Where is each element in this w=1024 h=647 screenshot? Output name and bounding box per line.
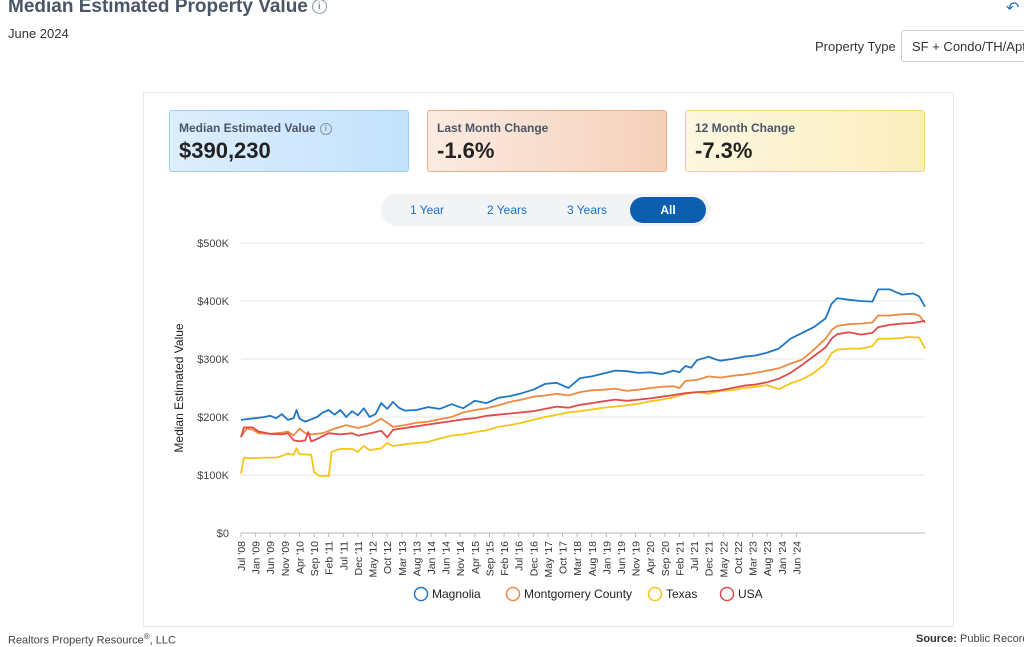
x-tick-label: Mar '13 [397,541,409,576]
legend-label: USA [738,587,763,601]
y-tick-label: $100K [197,470,229,482]
range-all-button[interactable]: All [630,197,706,223]
x-tick-label: Mar '23 [748,541,760,576]
report-date: June 2024 [8,26,69,41]
x-tick-label: Jul '08 [236,541,248,571]
range-2-years-button[interactable]: 2 Years [486,203,528,217]
x-tick-label: Oct '22 [733,541,745,574]
x-tick-label: Dec '21 [704,541,716,576]
x-tick-label: Jul '16 [514,541,526,571]
y-tick-label: $300K [197,354,229,366]
info-icon[interactable]: i [311,0,327,15]
x-tick-label: Feb '21 [674,541,686,576]
x-tick-label: May '17 [543,541,555,578]
x-tick-label: Feb '11 [324,541,336,575]
price-line-chart: $0 $100K $200K $300K $400K $500K Median Estima… [172,238,926,602]
legend-marker [647,586,663,602]
legend-label: Magnolia [432,587,481,601]
legend-label: Texas [666,587,697,601]
x-tick-label: Sep '10 [309,541,321,576]
chart-card: Median Estimated Value i $390,230 Last Mo… [143,92,954,627]
legend-marker [413,586,429,602]
x-tick-label: Jan '19 [601,541,613,575]
x-tick-label: Apr '10 [294,541,306,574]
x-tick-label: Nov '09 [280,541,292,576]
share-icon[interactable]: ↶ [1006,0,1020,17]
series-line-montgomery-county [240,312,926,438]
property-type-select[interactable]: SF + Condo/TH/Apt [901,30,1024,62]
legend-marker [719,586,735,602]
x-tick-label: Aug '18 [587,541,599,576]
x-tick-label: Apr '20 [645,541,657,574]
twelve-month-change-card: 12 Month Change -7.3% [685,110,925,172]
x-tick-label: Oct '17 [558,541,570,574]
x-tick-label: Feb '16 [499,541,511,576]
legend-label: Montgomery County [524,587,632,601]
x-tick-label: Aug '13 [411,541,423,576]
page-title: Median Estimated Property Value i [8,0,327,18]
x-tick-label: Apr '15 [470,541,482,574]
x-tick-label: Jan '09 [251,541,263,575]
y-axis-label: Median Estimated Value [172,323,186,453]
x-tick-label: Oct '12 [382,541,394,574]
x-tick-label: Jan '14 [426,541,438,575]
x-tick-label: Nov '14 [455,541,467,576]
x-tick-label: May '22 [718,541,730,578]
y-tick-label: $0 [217,528,229,540]
last-month-change-value: -1.6% [437,138,495,163]
info-icon[interactable]: i [319,122,332,135]
median-value-card: Median Estimated Value i $390,230 [169,110,409,172]
x-tick-label: Jan '24 [777,541,789,575]
median-value: $390,230 [179,138,271,163]
twelve-month-change-label: 12 Month Change [695,121,796,135]
series-line-usa [240,319,926,443]
twelve-month-change-value: -7.3% [695,138,753,163]
median-value-label: Median Estimated Value i [179,121,399,135]
y-tick-label: $400K [197,296,229,308]
x-tick-label: Sep '20 [660,541,672,576]
x-tick-label: Jun '24 [791,541,803,575]
range-3-years-button[interactable]: 3 Years [566,203,608,217]
legend-marker [505,586,521,602]
x-tick-label: Dec '11 [353,541,365,576]
time-range-selector: 1 Year 2 Years 3 Years All [381,194,711,226]
last-month-change-label: Last Month Change [437,121,549,135]
property-type-label: Property Type [815,39,896,54]
x-tick-label: May '12 [368,541,380,578]
x-tick-label: Jun '09 [265,541,277,575]
y-tick-label: $200K [197,412,229,424]
x-tick-label: Jul '11 [338,541,350,570]
x-tick-label: Nov '19 [631,541,643,576]
footer-source: Source: Public Records [916,633,1024,645]
x-tick-label: Sep '15 [484,541,496,576]
series-line-magnolia [240,288,926,423]
footer-company: Realtors Property Resource®, LLC [8,632,176,647]
y-tick-label: $500K [197,238,229,250]
last-month-change-card: Last Month Change -1.6% [427,110,667,172]
x-tick-label: Dec '16 [528,541,540,576]
x-tick-label: Jun '14 [441,541,453,575]
x-tick-label: Jun '19 [616,541,628,575]
series-line-texas [240,336,926,478]
range-1-year-button[interactable]: 1 Year [409,203,445,217]
x-tick-label: Mar '18 [572,541,584,576]
x-tick-label: Jul '21 [689,541,701,571]
x-tick-label: Aug '23 [762,541,774,576]
